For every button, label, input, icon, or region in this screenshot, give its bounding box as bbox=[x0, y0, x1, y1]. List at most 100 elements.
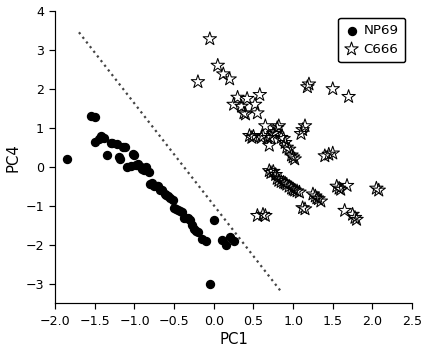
C666 bbox=[230, 102, 237, 107]
C666 bbox=[259, 133, 266, 139]
NP69 bbox=[199, 236, 205, 242]
NP69 bbox=[161, 191, 168, 197]
C666 bbox=[349, 212, 356, 217]
C666 bbox=[373, 186, 380, 191]
C666 bbox=[268, 135, 274, 140]
C666 bbox=[220, 71, 227, 77]
NP69 bbox=[178, 209, 185, 215]
C666 bbox=[278, 179, 285, 185]
NP69 bbox=[226, 234, 233, 240]
NP69 bbox=[180, 215, 187, 221]
C666 bbox=[286, 184, 293, 189]
NP69 bbox=[222, 242, 229, 248]
C666 bbox=[280, 136, 287, 142]
C666 bbox=[291, 187, 298, 193]
C666 bbox=[265, 135, 271, 140]
NP69 bbox=[169, 197, 176, 203]
C666 bbox=[288, 152, 295, 158]
NP69 bbox=[175, 207, 181, 213]
C666 bbox=[321, 153, 328, 159]
NP69 bbox=[159, 187, 166, 193]
C666 bbox=[302, 123, 309, 129]
C666 bbox=[337, 187, 344, 192]
NP69 bbox=[190, 227, 197, 232]
C666 bbox=[288, 186, 295, 191]
NP69 bbox=[164, 193, 171, 199]
C666 bbox=[282, 140, 288, 145]
C666 bbox=[294, 188, 300, 194]
NP69 bbox=[183, 215, 190, 221]
C666 bbox=[344, 183, 351, 189]
C666 bbox=[246, 133, 253, 139]
C666 bbox=[244, 96, 250, 102]
C666 bbox=[306, 82, 312, 87]
C666 bbox=[241, 110, 247, 116]
C666 bbox=[353, 217, 360, 222]
NP69 bbox=[123, 164, 130, 170]
NP69 bbox=[92, 139, 98, 144]
C666 bbox=[234, 95, 241, 100]
C666 bbox=[290, 187, 297, 192]
C666 bbox=[297, 131, 304, 137]
C666 bbox=[252, 102, 259, 107]
C666 bbox=[315, 196, 322, 202]
NP69 bbox=[135, 161, 142, 167]
C666 bbox=[266, 143, 273, 148]
NP69 bbox=[92, 114, 98, 120]
NP69 bbox=[153, 184, 160, 189]
C666 bbox=[336, 186, 342, 191]
NP69 bbox=[218, 238, 225, 243]
NP69 bbox=[230, 238, 237, 244]
NP69 bbox=[147, 182, 154, 187]
C666 bbox=[272, 129, 279, 135]
NP69 bbox=[137, 164, 144, 170]
C666 bbox=[283, 182, 290, 187]
NP69 bbox=[206, 281, 213, 287]
NP69 bbox=[149, 180, 155, 186]
NP69 bbox=[143, 164, 150, 170]
NP69 bbox=[188, 223, 195, 228]
NP69 bbox=[211, 217, 217, 222]
C666 bbox=[258, 135, 265, 140]
Legend: NP69, C666: NP69, C666 bbox=[338, 18, 405, 62]
C666 bbox=[341, 208, 348, 214]
NP69 bbox=[133, 162, 140, 168]
C666 bbox=[283, 145, 290, 150]
C666 bbox=[280, 180, 287, 185]
NP69 bbox=[139, 166, 146, 172]
C666 bbox=[250, 134, 257, 139]
C666 bbox=[272, 172, 279, 178]
Y-axis label: PC4: PC4 bbox=[6, 143, 21, 172]
NP69 bbox=[171, 205, 178, 211]
C666 bbox=[274, 125, 281, 131]
C666 bbox=[296, 190, 303, 195]
NP69 bbox=[98, 134, 104, 139]
C666 bbox=[275, 178, 282, 184]
C666 bbox=[226, 76, 233, 82]
C666 bbox=[214, 63, 221, 68]
C666 bbox=[286, 146, 293, 152]
C666 bbox=[270, 169, 276, 174]
C666 bbox=[242, 112, 249, 117]
NP69 bbox=[193, 228, 200, 234]
X-axis label: PC1: PC1 bbox=[219, 332, 248, 347]
NP69 bbox=[119, 144, 126, 150]
NP69 bbox=[95, 136, 102, 142]
NP69 bbox=[109, 140, 116, 145]
C666 bbox=[206, 36, 213, 42]
NP69 bbox=[87, 113, 94, 119]
C666 bbox=[248, 135, 255, 140]
C666 bbox=[299, 205, 306, 211]
C666 bbox=[238, 104, 245, 109]
NP69 bbox=[167, 195, 174, 201]
C666 bbox=[309, 191, 316, 197]
C666 bbox=[291, 156, 298, 162]
C666 bbox=[299, 127, 306, 133]
C666 bbox=[333, 184, 340, 189]
C666 bbox=[329, 150, 336, 156]
C666 bbox=[375, 187, 382, 193]
NP69 bbox=[103, 152, 110, 158]
NP69 bbox=[115, 154, 122, 160]
C666 bbox=[282, 180, 288, 186]
NP69 bbox=[122, 145, 128, 150]
